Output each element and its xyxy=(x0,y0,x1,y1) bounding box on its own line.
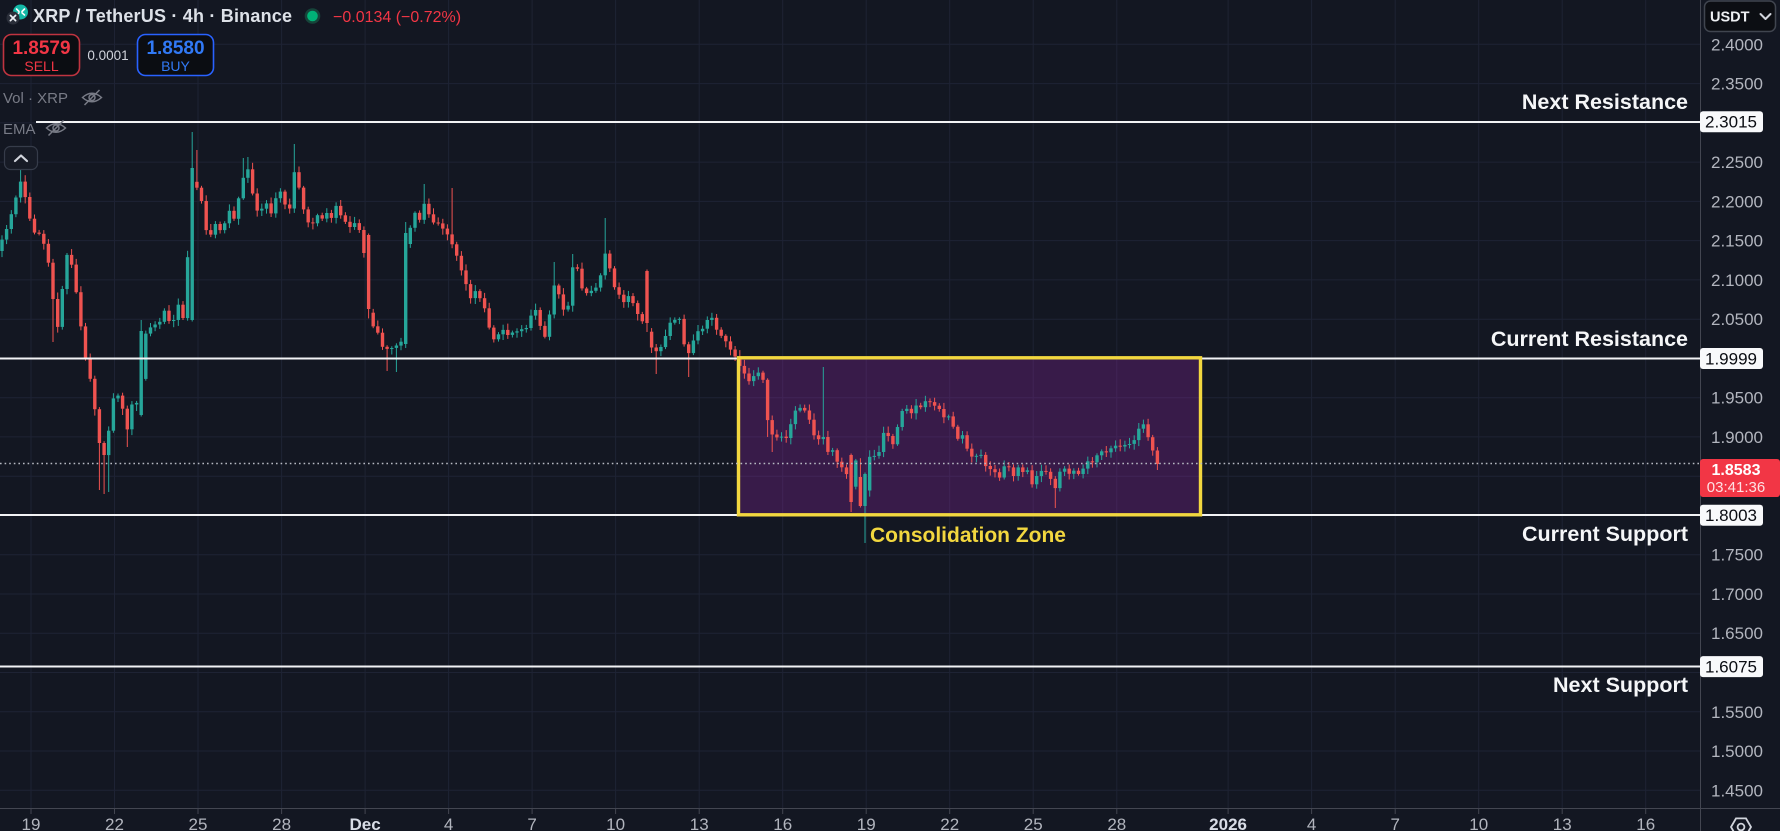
svg-text:13: 13 xyxy=(690,815,709,831)
svg-text:2.2000: 2.2000 xyxy=(1711,192,1763,211)
svg-text:03:41:36: 03:41:36 xyxy=(1707,479,1765,496)
svg-text:10: 10 xyxy=(606,815,625,831)
svg-text:7: 7 xyxy=(527,815,536,831)
svg-text:22: 22 xyxy=(105,815,124,831)
svg-text:SELL: SELL xyxy=(24,58,58,74)
svg-text:10: 10 xyxy=(1469,815,1488,831)
svg-text:Vol · XRP: Vol · XRP xyxy=(3,90,68,107)
svg-text:1.5500: 1.5500 xyxy=(1711,703,1763,722)
svg-text:4: 4 xyxy=(444,815,453,831)
svg-text:1.6500: 1.6500 xyxy=(1711,624,1763,643)
svg-text:1.8579: 1.8579 xyxy=(12,38,70,59)
svg-text:4: 4 xyxy=(1307,815,1316,831)
svg-text:22: 22 xyxy=(940,815,959,831)
svg-text:1.6075: 1.6075 xyxy=(1705,658,1757,677)
svg-text:25: 25 xyxy=(189,815,208,831)
svg-text:1.5000: 1.5000 xyxy=(1711,742,1763,761)
svg-text:28: 28 xyxy=(272,815,291,831)
svg-text:19: 19 xyxy=(22,815,41,831)
svg-text:Current Resistance: Current Resistance xyxy=(1491,327,1688,351)
svg-text:28: 28 xyxy=(1107,815,1126,831)
svg-text:2.1500: 2.1500 xyxy=(1711,232,1763,251)
svg-text:7: 7 xyxy=(1390,815,1399,831)
svg-text:USDT: USDT xyxy=(1710,10,1750,26)
svg-text:Consolidation Zone: Consolidation Zone xyxy=(870,524,1066,547)
svg-text:1.9500: 1.9500 xyxy=(1711,389,1763,408)
svg-text:2.1000: 2.1000 xyxy=(1711,271,1763,290)
svg-text:Next Support: Next Support xyxy=(1553,673,1688,697)
svg-text:1.8583: 1.8583 xyxy=(1712,462,1761,479)
svg-text:1.9000: 1.9000 xyxy=(1711,428,1763,447)
svg-text:2.2500: 2.2500 xyxy=(1711,153,1763,172)
svg-text:−0.0134 (−0.72%): −0.0134 (−0.72%) xyxy=(333,9,461,26)
svg-text:16: 16 xyxy=(1636,815,1655,831)
svg-text:25: 25 xyxy=(1024,815,1043,831)
svg-text:XRP / TetherUS · 4h · Binance: XRP / TetherUS · 4h · Binance xyxy=(33,6,292,26)
svg-text:Current Support: Current Support xyxy=(1522,522,1688,546)
svg-text:19: 19 xyxy=(857,815,876,831)
svg-text:1.8003: 1.8003 xyxy=(1705,506,1757,525)
svg-text:2026: 2026 xyxy=(1209,815,1247,831)
svg-text:1.8580: 1.8580 xyxy=(146,38,204,59)
svg-text:BUY: BUY xyxy=(161,58,190,74)
svg-text:Next Resistance: Next Resistance xyxy=(1522,90,1688,114)
svg-text:2.3500: 2.3500 xyxy=(1711,75,1763,94)
svg-text:Dec: Dec xyxy=(350,815,381,831)
svg-text:13: 13 xyxy=(1553,815,1572,831)
svg-text:EMA: EMA xyxy=(3,121,36,138)
svg-text:2.0500: 2.0500 xyxy=(1711,310,1763,329)
svg-text:0.0001: 0.0001 xyxy=(87,48,128,63)
svg-text:1.7500: 1.7500 xyxy=(1711,546,1763,565)
svg-text:1.7000: 1.7000 xyxy=(1711,585,1763,604)
svg-text:1.9999: 1.9999 xyxy=(1705,350,1757,369)
svg-text:2.3015: 2.3015 xyxy=(1705,113,1757,132)
svg-text:2.4000: 2.4000 xyxy=(1711,35,1763,54)
svg-text:16: 16 xyxy=(773,815,792,831)
svg-text:1.4500: 1.4500 xyxy=(1711,781,1763,800)
